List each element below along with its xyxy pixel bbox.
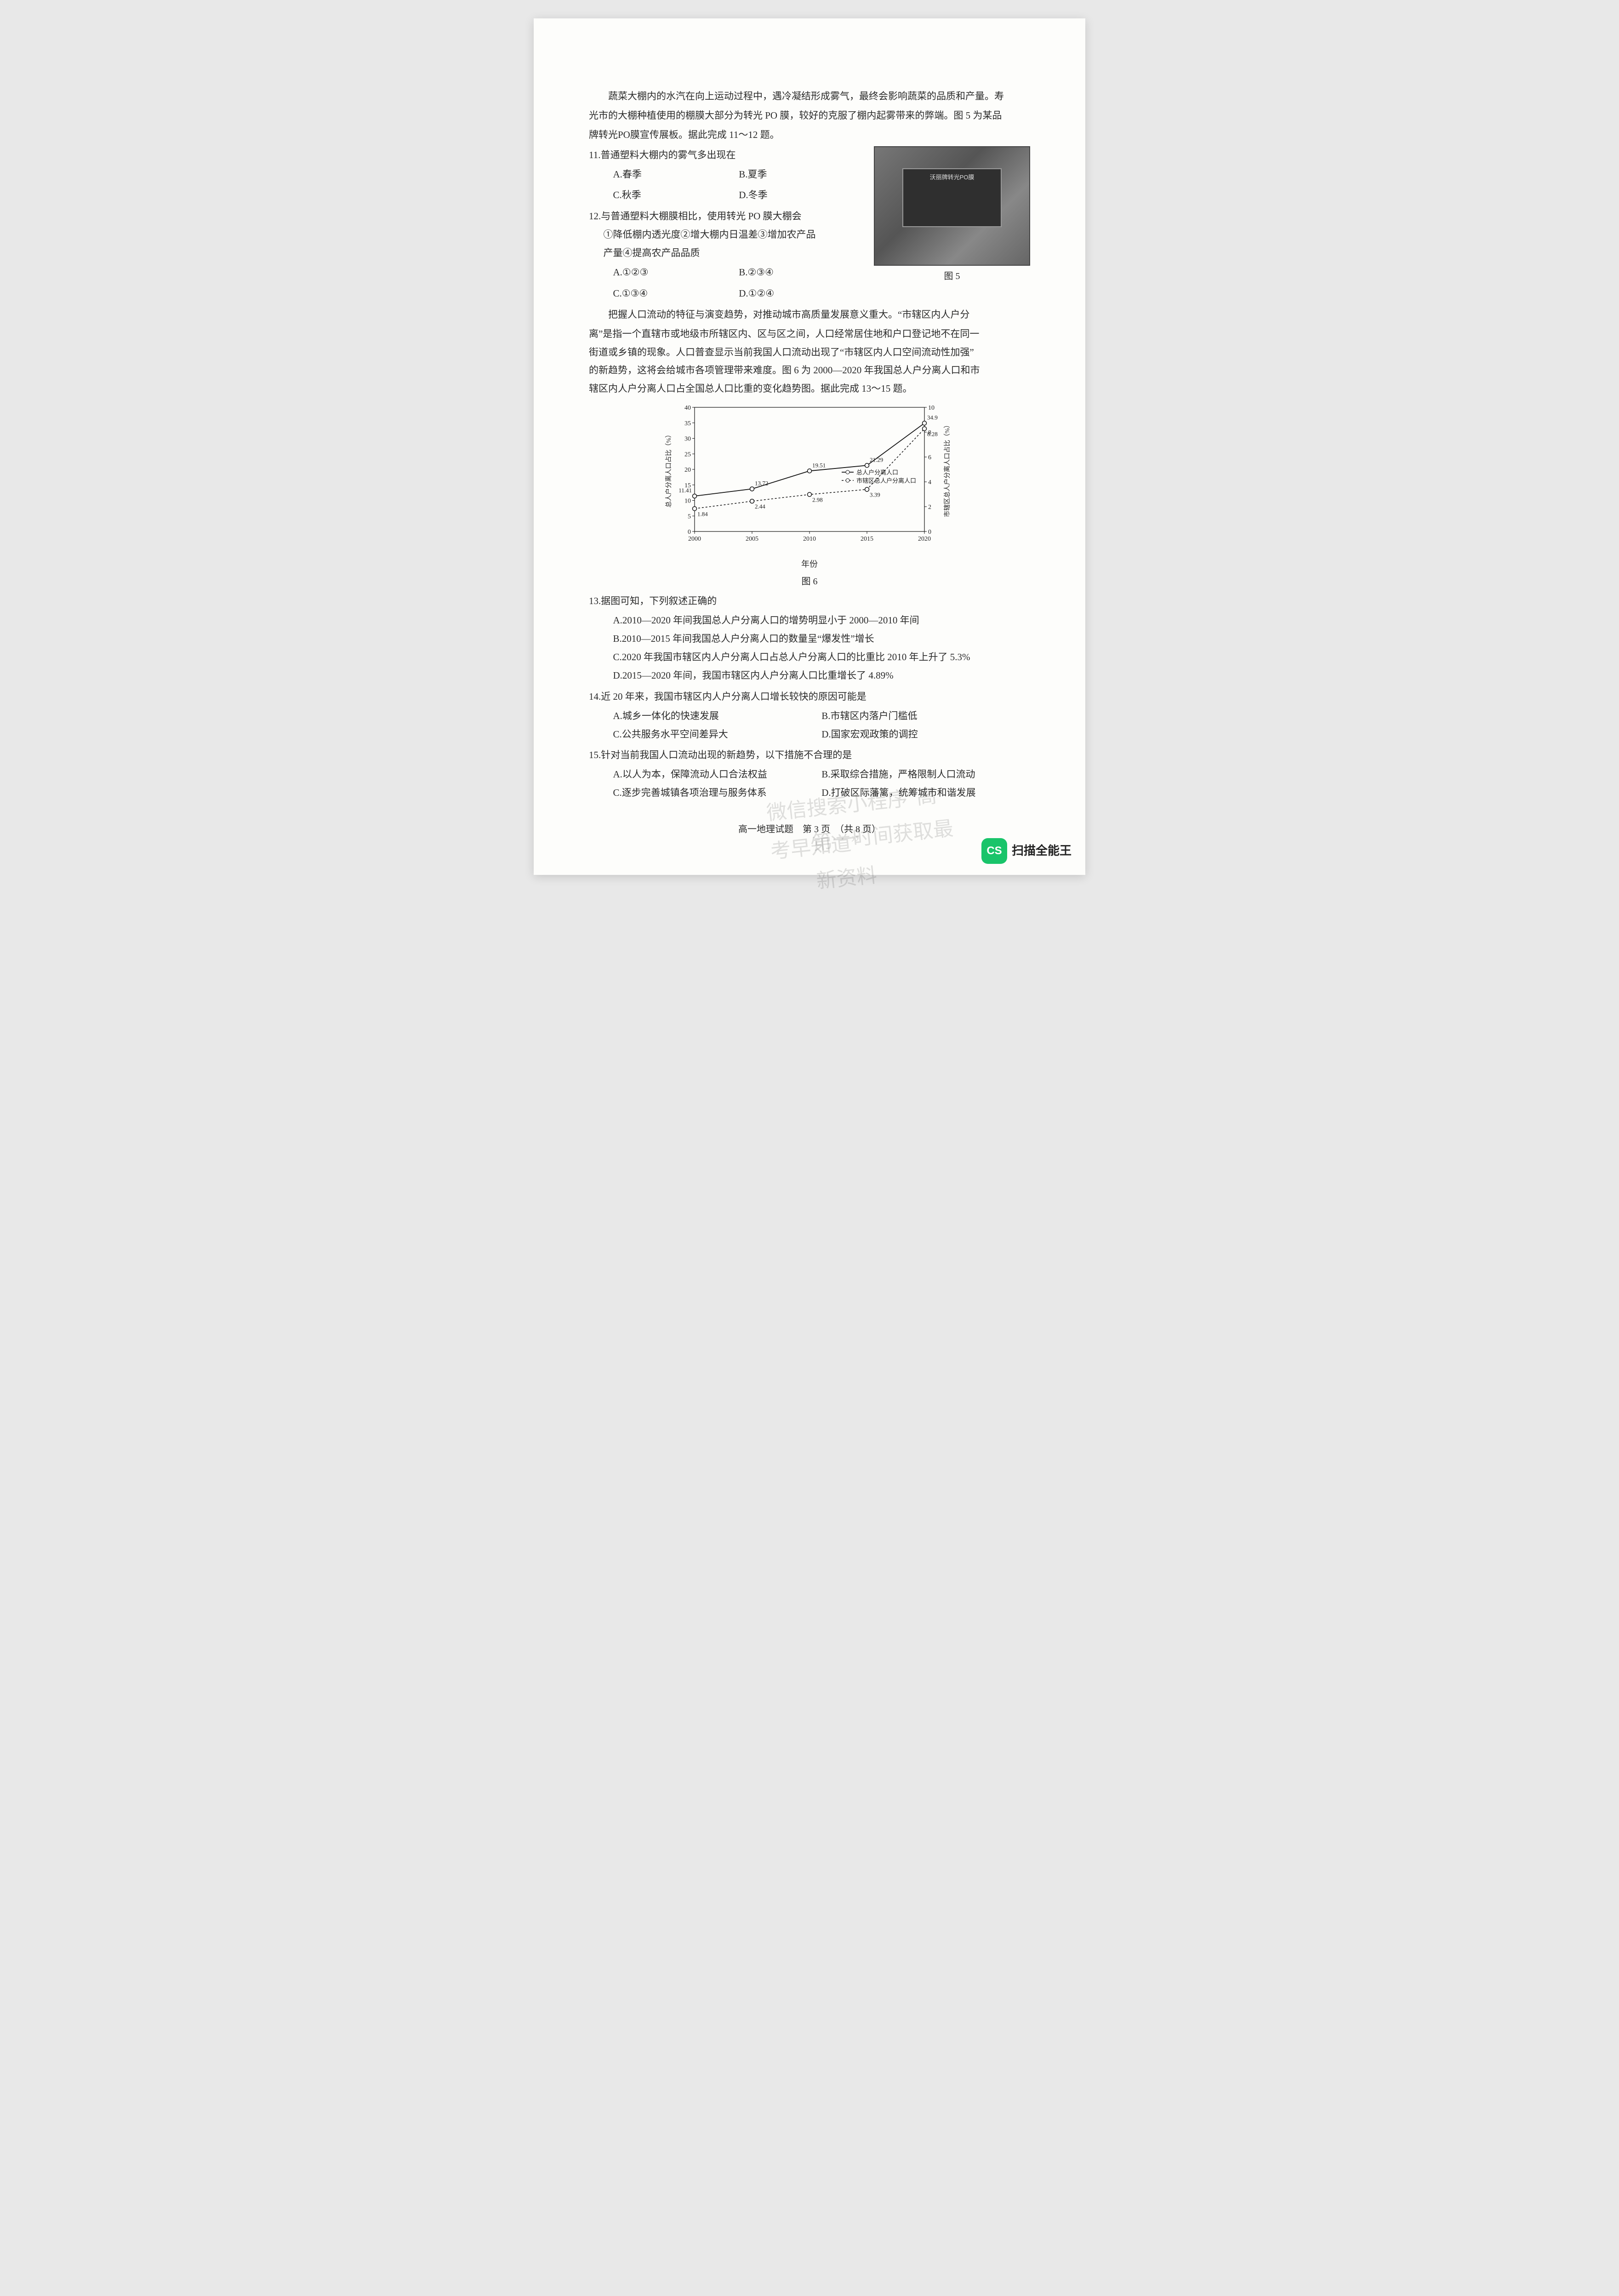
- svg-text:19.51: 19.51: [812, 462, 826, 469]
- q15-choice-b[interactable]: B.采取综合措施，严格限制人口流动: [821, 765, 1030, 784]
- q11-choice-b[interactable]: B.夏季: [739, 166, 865, 184]
- q15-choice-c[interactable]: C.逐步完善城镇各项治理与服务体系: [613, 784, 822, 802]
- q13-choice-b[interactable]: B.2010—2015 年间我国总人户分离人口的数量呈“爆发性”增长: [613, 630, 1031, 648]
- q13-stem: 13.据图可知，下列叙述正确的: [589, 592, 1030, 611]
- svg-text:10: 10: [684, 498, 691, 505]
- scan-badge-icon: CS: [981, 838, 1007, 864]
- figure-5-photo: 沃丽牌转光PO膜: [874, 146, 1030, 266]
- svg-text:2.98: 2.98: [812, 497, 823, 503]
- q14-stem: 14.近 20 年来，我国市辖区内人户分离人口增长较快的原因可能是: [589, 688, 1030, 706]
- svg-text:6: 6: [928, 454, 931, 461]
- svg-text:3.39: 3.39: [870, 491, 880, 498]
- passage2-l4: 的新趋势，这将会给城市各项管理带来难度。图 6 为 2000—2020 年我国总…: [589, 361, 1030, 380]
- svg-text:21.29: 21.29: [870, 457, 883, 463]
- svg-text:总人户分离人口占比（%）: 总人户分离人口占比（%）: [665, 431, 673, 508]
- figure-5-caption: 图 5: [874, 268, 1030, 285]
- svg-text:30: 30: [684, 436, 691, 443]
- svg-text:13.72: 13.72: [755, 480, 768, 487]
- passage1-line2: 光市的大棚种植使用的棚膜大部分为转光 PO 膜，较好的克服了棚内起雾带来的弊端。…: [589, 107, 1030, 125]
- svg-text:5: 5: [688, 514, 691, 520]
- svg-text:2.44: 2.44: [755, 503, 765, 510]
- svg-text:35: 35: [684, 420, 691, 427]
- svg-text:0: 0: [688, 529, 691, 536]
- q12-choice-d[interactable]: D.①②④: [739, 285, 865, 303]
- q12-choice-a[interactable]: A.①②③: [613, 263, 739, 282]
- figure-6-chart: 0510152025303540024681020002005201020152…: [662, 403, 957, 550]
- q15-choice-d[interactable]: D.打破区际藩篱，统筹城市和谐发展: [821, 784, 1030, 802]
- q12-choices-row2: C.①③④ D.①②④: [589, 285, 865, 303]
- passage2-l1: 把握人口流动的特征与演变趋势，对推动城市高质量发展意义重大。“市辖区内人户分: [589, 306, 1030, 324]
- figure-6: 微信搜索小程序“高考早知道” 第一时间获取最新资料 05101520253035…: [662, 403, 957, 590]
- q12-choice-c[interactable]: C.①③④: [613, 285, 739, 303]
- q14-choice-b[interactable]: B.市辖区内落户门槛低: [821, 707, 1030, 725]
- exam-page: 蔬菜大棚内的水汽在向上运动过程中，遇冷凝结形成雾气，最终会影响蔬菜的品质和产量。…: [534, 18, 1085, 875]
- figure-5: 沃丽牌转光PO膜 图 5: [874, 146, 1030, 285]
- q14-choices: A.城乡一体化的快速发展 B.市辖区内落户门槛低 C.公共服务水平空间差异大 D…: [589, 707, 1030, 744]
- passage1-line3: 牌转光PO膜宣传展板。据此完成 11～12 题。: [589, 126, 1030, 144]
- scan-badge-label: 扫描全能王: [1012, 840, 1072, 862]
- svg-text:4: 4: [928, 479, 931, 486]
- q13-choices: A.2010—2020 年间我国总人户分离人口的增势明显小于 2000—2010…: [589, 611, 1030, 685]
- q12-choices-row1: A.①②③ B.②③④: [589, 263, 865, 282]
- figure-6-xlabel: 年份: [662, 556, 957, 572]
- q11-choice-d[interactable]: D.冬季: [739, 186, 865, 205]
- passage2-l5: 辖区内人户分离人口占全国总人口比重的变化趋势图。据此完成 13～15 题。: [589, 380, 1030, 398]
- passage1-line1: 蔬菜大棚内的水汽在向上运动过程中，遇冷凝结形成雾气，最终会影响蔬菜的品质和产量。…: [589, 87, 1030, 106]
- passage2-l2: 离”是指一个直辖市或地级市所辖区内、区与区之间，人口经常居住地和户口登记地不在同…: [589, 325, 1030, 343]
- q15-stem: 15.针对当前我国人口流动出现的新趋势，以下措施不合理的是: [589, 746, 1030, 765]
- svg-text:10: 10: [928, 405, 935, 411]
- svg-text:8.28: 8.28: [927, 431, 938, 438]
- q13-choice-d[interactable]: D.2015—2020 年间，我国市辖区内人户分离人口比重增长了 4.89%: [613, 667, 1031, 685]
- svg-text:市辖区总人户分离人口: 市辖区总人户分离人口: [856, 477, 916, 484]
- q13-choice-c[interactable]: C.2020 年我国市辖区内人户分离人口占总人户分离人口的比重比 2010 年上…: [613, 648, 1031, 667]
- scan-badge: CS 扫描全能王: [981, 838, 1072, 864]
- q14-choice-d[interactable]: D.国家宏观政策的调控: [821, 725, 1030, 744]
- q14-choice-c[interactable]: C.公共服务水平空间差异大: [613, 725, 822, 744]
- figure-6-caption: 图 6: [662, 573, 957, 590]
- page-footer: 高一地理试题 第 3 页 （共 8 页）: [589, 821, 1030, 838]
- figure-5-board: 沃丽牌转光PO膜: [902, 168, 1001, 227]
- q11-choices-row2: C.秋季 D.冬季: [589, 186, 865, 205]
- svg-text:市辖区总人户分离人口占比（%）: 市辖区总人户分离人口占比（%）: [943, 422, 951, 517]
- svg-text:2000: 2000: [688, 536, 701, 543]
- passage2-l3: 街道或乡镇的现象。人口普查显示当前我国人口流动出现了“市辖区内人口空间流动性加强…: [589, 343, 1030, 362]
- svg-text:2020: 2020: [918, 536, 931, 543]
- figure-5-board-title: 沃丽牌转光PO膜: [903, 169, 1000, 183]
- svg-text:总人户分离人口: 总人户分离人口: [856, 469, 898, 476]
- svg-text:25: 25: [684, 451, 691, 458]
- svg-text:2: 2: [928, 504, 931, 511]
- q12-choice-b[interactable]: B.②③④: [739, 263, 865, 282]
- q11-choice-c[interactable]: C.秋季: [613, 186, 739, 205]
- svg-text:20: 20: [684, 467, 691, 474]
- svg-text:34.9: 34.9: [927, 414, 938, 421]
- q13-choice-a[interactable]: A.2010—2020 年间我国总人户分离人口的增势明显小于 2000—2010…: [613, 611, 1031, 630]
- svg-text:40: 40: [684, 405, 691, 411]
- svg-text:0: 0: [928, 529, 931, 536]
- q15-choices: A.以人为本，保障流动人口合法权益 B.采取综合措施，严格限制人口流动 C.逐步…: [589, 765, 1030, 802]
- svg-text:1.84: 1.84: [697, 511, 708, 518]
- q11-choices-row1: A.春季 B.夏季: [589, 166, 865, 184]
- q11-choice-a[interactable]: A.春季: [613, 166, 739, 184]
- svg-text:11.41: 11.41: [678, 487, 692, 494]
- svg-text:2010: 2010: [803, 536, 816, 543]
- q14-choice-a[interactable]: A.城乡一体化的快速发展: [613, 707, 822, 725]
- q15-choice-a[interactable]: A.以人为本，保障流动人口合法权益: [613, 765, 822, 784]
- svg-text:2005: 2005: [746, 536, 758, 543]
- svg-text:2015: 2015: [861, 536, 873, 543]
